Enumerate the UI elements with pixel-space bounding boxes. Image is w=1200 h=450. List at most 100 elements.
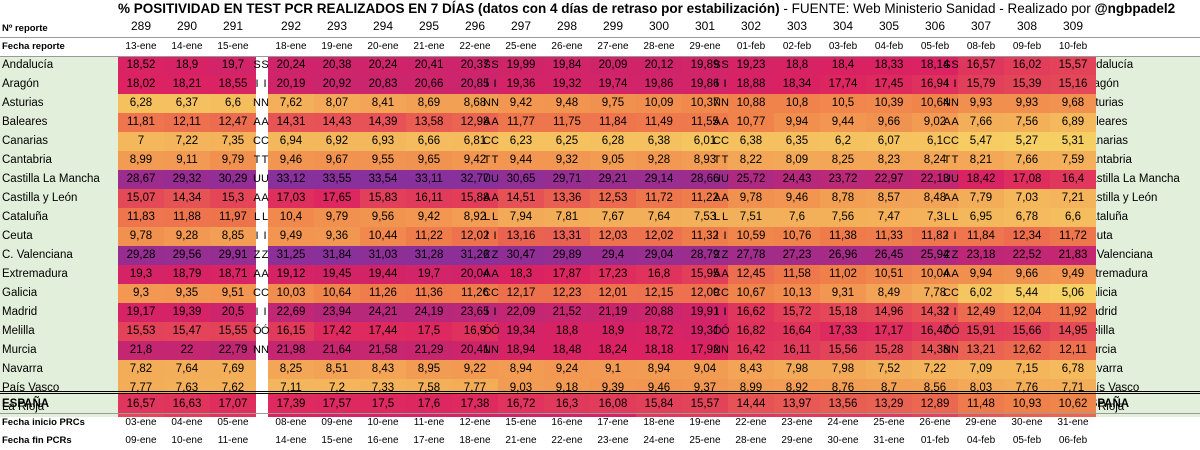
separator-letter: N bbox=[721, 97, 729, 109]
report-date: 21-ene bbox=[413, 41, 445, 52]
value-cell: 19,23 bbox=[728, 56, 774, 75]
region-label-right: C. Valenciana bbox=[1080, 246, 1200, 265]
report-date: 08-feb bbox=[966, 41, 996, 52]
value-cell: 23,72 bbox=[820, 170, 866, 189]
separator-letter: T bbox=[951, 154, 959, 166]
value-cell: 16,02 bbox=[1004, 56, 1050, 75]
value-cell: 18,9 bbox=[164, 56, 210, 75]
value-cell: 9,28 bbox=[164, 227, 210, 246]
value-cell: 29,21 bbox=[590, 170, 636, 189]
value-cell: 9,56 bbox=[360, 208, 406, 227]
value-cell: 19,84 bbox=[544, 56, 590, 75]
value-cell: 22,13 bbox=[912, 170, 958, 189]
region-label: Murcia bbox=[0, 341, 118, 360]
separator-letter: A bbox=[253, 192, 261, 204]
value-cell: 10,77 bbox=[728, 113, 774, 132]
separator-letter: C bbox=[713, 287, 721, 299]
total-value-cell: 17,07 bbox=[210, 394, 256, 414]
total-value-cell: 16,3 bbox=[544, 394, 590, 414]
value-cell: 18,33 bbox=[866, 56, 912, 75]
value-cell: 17,42 bbox=[314, 322, 360, 341]
value-cell: 9,78 bbox=[728, 189, 774, 208]
title-source: - FUENTE: Web Ministerio Sanidad - Reali… bbox=[779, 1, 1095, 16]
region-label-right: Aragón bbox=[1080, 75, 1200, 94]
value-cell: 7,98 bbox=[774, 360, 820, 379]
value-cell: 8,69 bbox=[406, 94, 452, 113]
report-date: 29-ene bbox=[689, 41, 721, 52]
value-cell: 29,71 bbox=[544, 170, 590, 189]
value-cell: 18,55 bbox=[210, 75, 256, 94]
report-date: 27-ene bbox=[597, 41, 629, 52]
value-cell: 10,44 bbox=[360, 227, 406, 246]
value-cell: 7,79 bbox=[958, 189, 1004, 208]
value-cell: 8,09 bbox=[774, 151, 820, 170]
value-cell: 15,91 bbox=[958, 322, 1004, 341]
report-date: 10-feb bbox=[1058, 41, 1088, 52]
value-cell: 18,34 bbox=[774, 75, 820, 94]
separator-letter: I bbox=[723, 78, 727, 90]
separator-letter: L bbox=[951, 211, 959, 223]
value-cell: 20,41 bbox=[452, 341, 498, 360]
value-cell: 7,47 bbox=[866, 208, 912, 227]
start-date: 23-ene bbox=[781, 417, 813, 428]
separator-letter: I bbox=[485, 78, 489, 90]
value-cell: 18,24 bbox=[590, 341, 636, 360]
separator-letter: L bbox=[491, 211, 499, 223]
report-number: 292 bbox=[280, 19, 302, 33]
region-label: Ceuta bbox=[0, 227, 118, 246]
separator-letter: N bbox=[261, 97, 269, 109]
value-cell: 17,23 bbox=[590, 265, 636, 284]
value-cell: 30,47 bbox=[498, 246, 544, 265]
value-cell: 9,02 bbox=[912, 113, 958, 132]
separator-letter: N bbox=[713, 344, 721, 356]
value-cell: 8,48 bbox=[912, 189, 958, 208]
separator-letter: N bbox=[943, 97, 951, 109]
report-date: 02-feb bbox=[782, 41, 812, 52]
value-cell: 22,69 bbox=[268, 303, 314, 322]
value-cell: 13,58 bbox=[406, 113, 452, 132]
separator-letter: Z bbox=[253, 249, 261, 261]
value-cell: 14,43 bbox=[314, 113, 360, 132]
value-cell: 9,94 bbox=[774, 113, 820, 132]
total-value-cell: 16,08 bbox=[590, 394, 636, 414]
region-label-right: Castilla y León bbox=[1080, 189, 1200, 208]
separator-letter: I bbox=[263, 78, 267, 90]
region-label-right: Andalucía bbox=[1080, 56, 1200, 75]
region-label-right: Madrid bbox=[1080, 303, 1200, 322]
separator-letter: L bbox=[713, 211, 721, 223]
value-cell: 11,81 bbox=[118, 113, 164, 132]
value-cell: 9,65 bbox=[406, 151, 452, 170]
region-label: Aragón bbox=[0, 75, 118, 94]
value-cell: 12,53 bbox=[590, 189, 636, 208]
value-cell: 11,02 bbox=[820, 265, 866, 284]
separator-letter: N bbox=[253, 97, 261, 109]
value-cell: 9,3 bbox=[118, 284, 164, 303]
value-cell: 14,31 bbox=[268, 113, 314, 132]
value-cell: 18,3 bbox=[498, 265, 544, 284]
value-cell: 11,36 bbox=[406, 284, 452, 303]
separator-letter: T bbox=[483, 154, 491, 166]
separator-letter: S bbox=[713, 59, 721, 71]
report-number: 296 bbox=[464, 19, 486, 33]
total-value-cell: 16,63 bbox=[164, 394, 210, 414]
value-cell: 17,08 bbox=[1004, 170, 1050, 189]
value-cell: 33,55 bbox=[314, 170, 360, 189]
value-cell: 22,79 bbox=[210, 341, 256, 360]
value-cell: 27,23 bbox=[774, 246, 820, 265]
end-date: 14-ene bbox=[275, 435, 307, 446]
value-cell: 20,41 bbox=[406, 56, 452, 75]
start-date: 25-ene bbox=[873, 417, 905, 428]
value-cell: 7,51 bbox=[728, 208, 774, 227]
value-cell: 24,21 bbox=[360, 303, 406, 322]
value-cell: 23,18 bbox=[958, 246, 1004, 265]
value-cell: 7,59 bbox=[1050, 151, 1096, 170]
value-cell: 10,37 bbox=[682, 94, 728, 113]
value-cell: 24,19 bbox=[406, 303, 452, 322]
separator-letter: A bbox=[943, 192, 951, 204]
value-cell: 6,38 bbox=[636, 132, 682, 151]
value-cell: 19,7 bbox=[406, 265, 452, 284]
value-cell: 9,1 bbox=[590, 360, 636, 379]
value-cell: 8,24 bbox=[912, 151, 958, 170]
value-cell: 29,91 bbox=[210, 246, 256, 265]
separator-letter: Ó bbox=[951, 325, 959, 337]
